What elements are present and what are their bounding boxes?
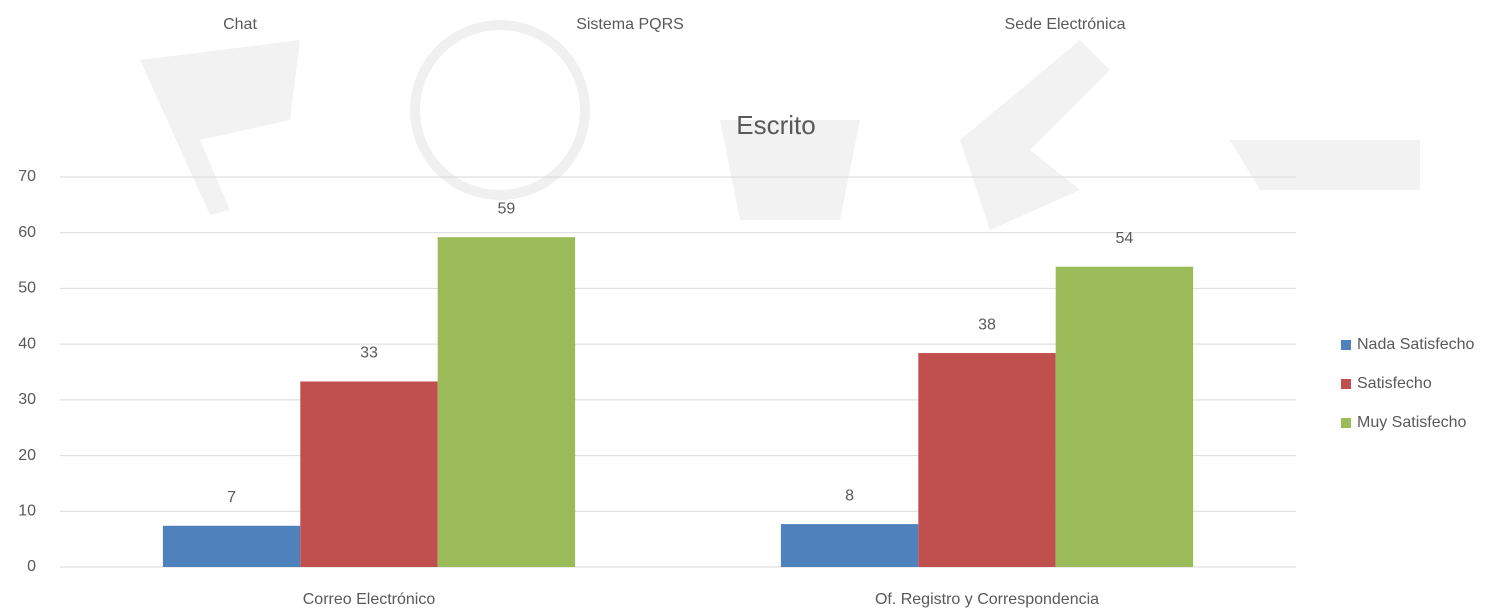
- y-tick-label: 10: [18, 503, 36, 520]
- legend-swatch: [1341, 340, 1351, 350]
- legend-swatch: [1341, 379, 1351, 389]
- y-tick-label: 60: [18, 224, 36, 241]
- data-label: 59: [498, 200, 516, 217]
- annotation: Chat: [223, 16, 257, 33]
- legend-label: Muy Satisfecho: [1357, 414, 1466, 431]
- x-tick-label: Of. Registro y Correspondencia: [875, 591, 1099, 608]
- annotation: Sede Electrónica: [1005, 16, 1126, 33]
- annotation: Sistema PQRS: [576, 16, 684, 33]
- legend-label: Satisfecho: [1357, 375, 1432, 392]
- y-tick-label: 40: [18, 335, 36, 352]
- legend-label: Nada Satisfecho: [1357, 336, 1475, 353]
- legend-swatch: [1341, 418, 1351, 428]
- data-label: 54: [1116, 230, 1134, 247]
- bar: [162, 525, 301, 567]
- data-label: 38: [978, 316, 996, 333]
- chart-title: Escrito: [736, 110, 815, 140]
- y-tick-label: 50: [18, 280, 36, 297]
- y-tick-label: 30: [18, 391, 36, 408]
- bar: [300, 381, 438, 567]
- y-tick-label: 20: [18, 447, 36, 464]
- y-tick-label: 70: [18, 168, 36, 185]
- bar: [918, 353, 1056, 567]
- bar: [1055, 266, 1194, 567]
- y-tick-label: 0: [27, 558, 36, 575]
- bar: [780, 524, 919, 567]
- data-label: 33: [360, 345, 378, 362]
- bar: [437, 237, 576, 567]
- data-label: 8: [845, 487, 854, 504]
- data-label: 7: [227, 489, 236, 506]
- x-tick-label: Correo Electrónico: [303, 591, 436, 608]
